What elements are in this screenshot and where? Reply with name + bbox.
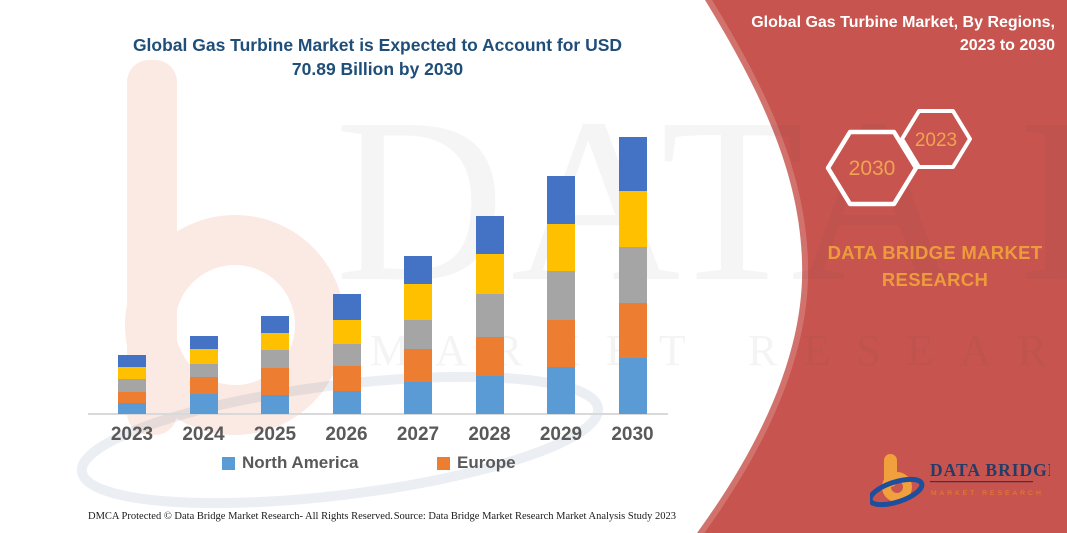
- bar-2025: [261, 315, 289, 414]
- bar-segment-North America: [547, 367, 575, 414]
- legend-item-Europe: Europe: [437, 453, 516, 473]
- bar-2027: [404, 256, 432, 414]
- bar-2023: [118, 355, 146, 414]
- bar-segment-unlabeled (gray): [189, 363, 218, 378]
- bar-segment-unlabeled (yellow): [332, 319, 361, 345]
- bar-segment-unlabeled (yellow): [475, 253, 504, 295]
- legend-swatch: [222, 456, 235, 470]
- legend-label: Europe: [457, 453, 516, 472]
- bar-segment-Europe: [189, 377, 218, 395]
- x-axis-label-2029: 2029: [539, 424, 583, 445]
- brand-text: DATA BRIDGE MARKET RESEARCH: [825, 239, 1045, 293]
- hexagon-2030-label: 2030: [849, 157, 896, 180]
- bar-2028: [475, 216, 504, 414]
- bar-segment-unlabeled (blue): [261, 315, 289, 333]
- x-axis-label-2025: 2025: [253, 424, 297, 445]
- bar-segment-North America: [118, 403, 146, 414]
- bar-segment-unlabeled (yellow): [618, 191, 647, 247]
- legend-swatch: [437, 456, 450, 470]
- x-axis-line: [88, 413, 668, 415]
- bar-segment-North America: [618, 358, 647, 414]
- hexagon-2023-label: 2023: [915, 130, 957, 151]
- footer-dmca-text: DMCA Protected © Data Bridge Market Rese…: [88, 511, 393, 522]
- hexagon-2023: [900, 109, 972, 169]
- bar-segment-unlabeled (gray): [118, 378, 146, 392]
- chart-title: Global Gas Turbine Market is Expected to…: [90, 33, 665, 81]
- bar-segment-North America: [332, 391, 361, 414]
- bar-segment-unlabeled (gray): [475, 294, 504, 337]
- x-axis-label-2030: 2030: [611, 424, 654, 445]
- bar-segment-unlabeled (yellow): [118, 366, 146, 379]
- logo-subtext: MARKET RESEARCH: [931, 490, 1044, 497]
- x-axis-label-2028: 2028: [468, 424, 511, 445]
- data-bridge-logo: DATA BRIDGE MARKET RESEARCH: [870, 454, 1050, 508]
- bar-segment-Europe: [618, 302, 647, 359]
- brand-text-line2: RESEARCH: [881, 269, 989, 290]
- bar-2030: [618, 137, 647, 414]
- bar-segment-Europe: [475, 336, 504, 376]
- bar-segment-Europe: [332, 366, 361, 392]
- bar-2024: [189, 335, 218, 414]
- panel-edge-highlight: [692, 0, 809, 533]
- bar-segment-unlabeled (yellow): [404, 284, 432, 320]
- footer: DMCA Protected © Data Bridge Market Rese…: [88, 511, 676, 522]
- bar-segment-unlabeled (blue): [547, 176, 575, 224]
- bar-segment-Europe: [547, 319, 575, 368]
- logo-swoosh: [870, 476, 925, 508]
- bar-segment-unlabeled (blue): [475, 216, 504, 254]
- bar-segment-North America: [475, 375, 504, 414]
- bar-segment-unlabeled (gray): [261, 350, 289, 368]
- footer-source-text: Source: Data Bridge Market Research Mark…: [393, 511, 676, 522]
- hexagon-2030: [825, 129, 919, 207]
- side-panel-heading: Global Gas Turbine Market, By Regions, 2…: [715, 11, 1055, 57]
- bar-segment-unlabeled (blue): [189, 335, 218, 350]
- bar-segment-Europe: [118, 391, 146, 404]
- bar-segment-Europe: [261, 367, 289, 395]
- bar-segment-unlabeled (blue): [118, 355, 146, 367]
- x-axis-label-2023: 2023: [110, 424, 154, 445]
- bar-segment-North America: [404, 382, 432, 414]
- legend-label: North America: [242, 453, 359, 472]
- chart-title-line1: Global Gas Turbine Market is Expected to…: [132, 35, 623, 55]
- bar-segment-unlabeled (blue): [332, 294, 361, 320]
- x-axis-label-2026: 2026: [325, 424, 368, 445]
- bar-segment-unlabeled (blue): [618, 137, 647, 192]
- bar-segment-North America: [189, 394, 218, 414]
- bar-segment-unlabeled (blue): [404, 256, 432, 285]
- brand-text-line1: DATA BRIDGE MARKET: [827, 242, 1043, 263]
- side-panel-heading-line2: 2023 to 2030: [959, 37, 1055, 54]
- watermark-text-large: DATA BRIDGE: [335, 65, 1067, 335]
- bar-segment-North America: [261, 394, 289, 414]
- side-panel-heading-line1: Global Gas Turbine Market, By Regions,: [751, 14, 1055, 31]
- bar-segment-Europe: [404, 349, 432, 383]
- logo-underline: [930, 481, 1033, 483]
- legend-item-North America: North America: [222, 453, 359, 473]
- bar-segment-unlabeled (gray): [404, 319, 432, 350]
- bar-segment-unlabeled (yellow): [547, 223, 575, 272]
- hexagon-badges: 2023 2030: [825, 109, 972, 207]
- bar-segment-unlabeled (gray): [618, 246, 647, 303]
- bar-2026: [332, 294, 361, 414]
- logo-watermark-peach-b: [125, 60, 345, 435]
- bar-segment-unlabeled (yellow): [189, 349, 218, 364]
- x-axis-label-2024: 2024: [182, 424, 225, 445]
- logo-name-text: DATA BRIDGE: [930, 460, 1050, 480]
- bar-segment-unlabeled (gray): [332, 344, 361, 367]
- chart-title-line2: 70.89 Billion by 2030: [291, 59, 464, 79]
- red-panel-shape: [697, 0, 1067, 533]
- bar-segment-unlabeled (gray): [547, 271, 575, 320]
- bar-segment-unlabeled (yellow): [261, 332, 289, 351]
- x-axis-label-2027: 2027: [396, 424, 440, 445]
- bar-2029: [547, 176, 575, 414]
